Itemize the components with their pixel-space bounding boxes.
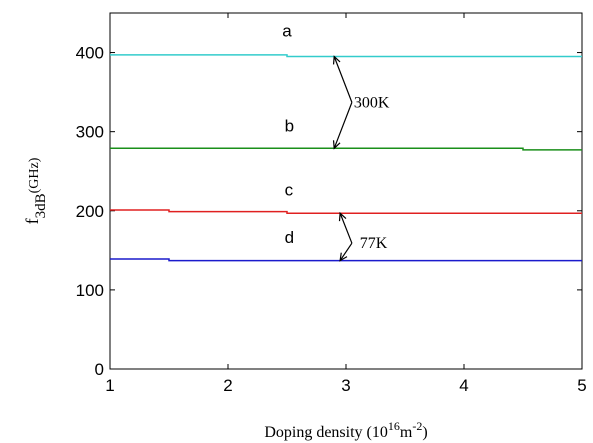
x-tick-label: 4 (459, 376, 468, 395)
y-axis-label: f3dB(GHz) (22, 157, 49, 224)
series-label-c: c (285, 181, 294, 200)
series-label-d: d (285, 228, 294, 247)
annotation-label: 77K (360, 235, 388, 252)
annotation-arrowhead (339, 252, 348, 262)
x-axis-label: Doping density (1016m-2) (264, 419, 427, 441)
annotation-arrowhead (332, 55, 341, 65)
annotation-arrow (339, 242, 353, 261)
series-line-c (110, 209, 582, 214)
series-line-a (110, 54, 582, 58)
x-tick-label: 5 (577, 376, 586, 395)
series-line-d (110, 258, 582, 262)
series-group (110, 54, 582, 262)
x-tick-label: 1 (105, 376, 114, 395)
x-tick-label: 3 (341, 376, 350, 395)
annotations-group: a b c d 300K 77K (282, 22, 390, 262)
plot-area (109, 12, 583, 370)
annotation-arrow (333, 102, 353, 149)
annotation-arrowhead (332, 140, 341, 150)
annotation-arrowhead (338, 211, 347, 222)
series-label-a: a (282, 22, 292, 41)
annotation-arrow (339, 212, 353, 244)
y-tick-label: 400 (76, 44, 104, 63)
series-line-b (110, 147, 582, 151)
axis-ticks: 1 2 3 4 5 0 100 200 300 400 (76, 13, 587, 395)
y-tick-label: 100 (76, 281, 104, 300)
annotation-arrow (333, 56, 353, 103)
y-tick-label: 300 (76, 123, 104, 142)
y-tick-label: 0 (95, 360, 104, 379)
y-tick-label: 200 (76, 202, 104, 221)
annotation-label: 300K (354, 94, 390, 111)
x-tick-label: 2 (223, 376, 232, 395)
series-label-b: b (285, 117, 294, 136)
